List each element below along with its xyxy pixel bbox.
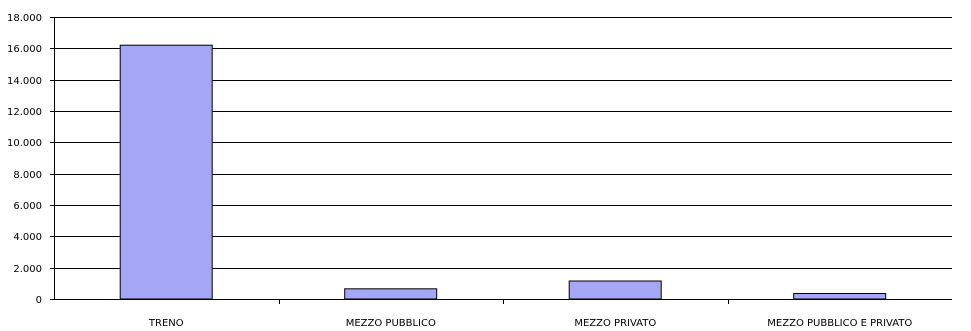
y-tick-label: 2.000 <box>13 264 42 275</box>
bar-mezzo-pubblico <box>344 288 438 300</box>
x-tick-label: MEZZO PRIVATO <box>574 318 656 329</box>
bar-mezzo-pubblico-e-privato <box>793 293 887 300</box>
bar-mezzo-privato <box>568 280 662 300</box>
y-tick-label: 18.000 <box>7 13 42 24</box>
y-tick-label: 0 <box>36 295 42 306</box>
x-tick-labels: TRENO MEZZO PUBBLICO MEZZO PRIVATO MEZZO PU… <box>148 318 912 329</box>
y-tick-label: 12.000 <box>7 107 42 118</box>
y-tick-label: 6.000 <box>13 201 42 212</box>
bar-treno <box>119 44 213 300</box>
x-tick-label: TRENO <box>148 318 184 329</box>
axes <box>50 17 952 304</box>
y-tick-label: 14.000 <box>7 76 42 87</box>
y-tick-label: 10.000 <box>7 138 42 149</box>
y-tick-label: 8.000 <box>13 170 42 181</box>
y-tick-label: 16.000 <box>7 44 42 55</box>
x-tick-label: MEZZO PUBBLICO E PRIVATO <box>767 318 912 329</box>
bars <box>119 44 887 300</box>
x-tick-label: MEZZO PUBBLICO <box>346 318 436 329</box>
y-tick-label: 4.000 <box>13 232 42 243</box>
y-tick-labels: 0 2.000 4.000 6.000 8.000 10.000 12.000 14.000 1… <box>7 13 42 306</box>
